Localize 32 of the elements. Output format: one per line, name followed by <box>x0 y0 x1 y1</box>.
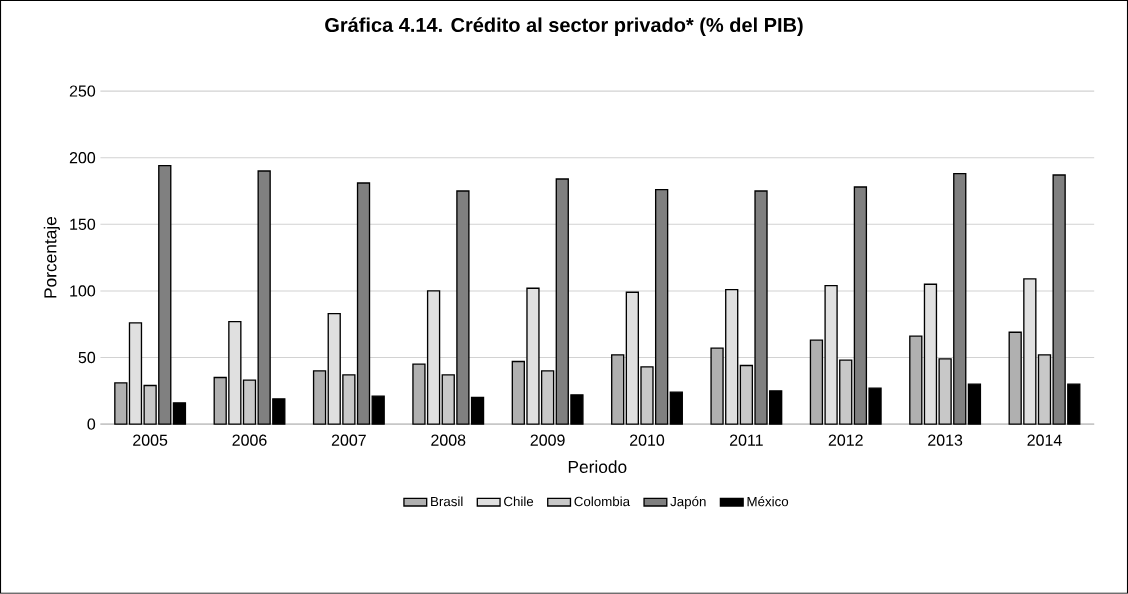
bar <box>611 354 625 425</box>
x-tick-label: 2011 <box>729 434 763 446</box>
bar <box>967 383 982 425</box>
x-axis-title: Periodo <box>568 460 627 474</box>
bar <box>172 402 187 425</box>
bar <box>669 391 683 425</box>
x-tick-label: 2007 <box>331 434 366 446</box>
legend-label: Colombia <box>574 496 631 507</box>
chart-title: Gráfica 4.14. Crédito al sector privado* (% del PIB) <box>325 17 803 37</box>
x-tick-label: 2012 <box>828 434 863 446</box>
y-tick-label: 100 <box>70 285 96 297</box>
bar <box>114 382 128 425</box>
x-tick-label: 2014 <box>1027 434 1062 446</box>
x-tick-label: 2013 <box>928 434 963 446</box>
bar <box>371 395 385 425</box>
bar <box>312 370 327 425</box>
y-axis-title: Porcentaje <box>43 217 60 298</box>
y-tick-label: 250 <box>69 85 96 97</box>
x-tick-label: 2005 <box>133 434 168 446</box>
x-tick-label: 2008 <box>431 434 466 446</box>
x-tick-label: 2009 <box>530 434 565 446</box>
x-tick-label: 2010 <box>630 434 665 446</box>
bar <box>909 335 923 425</box>
y-tick-label: 150 <box>70 218 96 231</box>
legend-label: México <box>747 496 789 507</box>
y-tick-label: 200 <box>69 152 96 164</box>
legend-label: Japón <box>670 496 706 509</box>
x-tick-label: 2006 <box>232 434 267 446</box>
legend-label: Brasil <box>431 496 463 507</box>
legend-label: Chile <box>504 496 534 507</box>
y-tick-label: 0 <box>87 418 96 430</box>
y-tick-label: 50 <box>78 351 96 364</box>
